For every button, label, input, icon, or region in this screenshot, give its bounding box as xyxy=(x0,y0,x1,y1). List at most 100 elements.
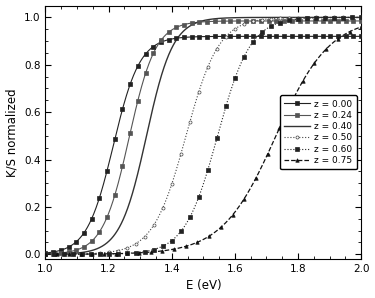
z = 0.00 xyxy=(82,231,86,235)
z = 0.60 xyxy=(142,250,147,253)
z = 0.24 xyxy=(297,19,302,23)
z = 0.24 xyxy=(359,19,363,23)
z = 0.75 xyxy=(336,37,340,41)
z = 0.50 xyxy=(61,252,66,256)
z = 0.75 xyxy=(160,249,165,253)
z = 0.00 xyxy=(274,35,279,38)
z = 0.60 xyxy=(206,168,210,172)
z = 0.40 xyxy=(43,252,48,256)
z = 0.50 xyxy=(142,235,147,238)
z = 0.24 xyxy=(336,19,340,23)
z = 0.60 xyxy=(79,252,84,256)
z = 0.50 xyxy=(214,47,219,50)
Line: z = 0.00: z = 0.00 xyxy=(44,35,363,254)
z = 0.24 xyxy=(197,20,202,24)
z = 0.00 xyxy=(236,35,240,38)
z = 0.00 xyxy=(243,35,248,38)
z = 0.24 xyxy=(251,19,256,23)
z = 0.00 xyxy=(259,35,263,38)
z = 0.00 xyxy=(43,251,48,255)
z = 0.00 xyxy=(359,35,363,38)
z = 0.75 xyxy=(242,197,246,201)
z = 0.60 xyxy=(269,24,273,28)
z = 0.75 xyxy=(324,47,328,51)
z = 0.00 xyxy=(151,45,156,48)
z = 0.24 xyxy=(112,193,117,197)
z = 0.60 xyxy=(188,215,192,219)
z = 0.24 xyxy=(189,21,194,25)
z = 0.75 xyxy=(113,252,118,255)
z = 0.50 xyxy=(152,224,156,227)
z = 0.75 xyxy=(67,252,71,256)
z = 0.24 xyxy=(267,19,271,23)
z = 0.00 xyxy=(105,169,110,173)
z = 0.24 xyxy=(313,19,317,23)
z = 0.60 xyxy=(260,30,264,34)
z = 0.00 xyxy=(174,36,178,40)
z = 0.75 xyxy=(289,102,293,105)
z = 0.00 xyxy=(344,35,348,38)
z = 0.50 xyxy=(106,250,111,254)
Line: z = 0.75: z = 0.75 xyxy=(44,25,363,256)
z = 0.00 xyxy=(159,41,163,44)
z = 0.60 xyxy=(106,252,111,256)
z = 0.60 xyxy=(359,16,363,19)
z = 0.60 xyxy=(232,77,237,80)
X-axis label: E (eV): E (eV) xyxy=(186,280,221,292)
z = 0.24 xyxy=(305,19,309,23)
z = 0.24 xyxy=(174,26,178,29)
z = 0.24 xyxy=(321,19,325,23)
z = 0.50 xyxy=(332,15,336,19)
z = 0.60 xyxy=(224,105,228,108)
z = 0.00 xyxy=(189,35,194,39)
z = 0.75 xyxy=(254,176,258,180)
z = 0.50 xyxy=(160,206,165,210)
z = 0.50 xyxy=(43,252,48,256)
z = 0.50 xyxy=(314,16,318,19)
Line: z = 0.50: z = 0.50 xyxy=(44,16,363,256)
z = 0.60 xyxy=(134,251,138,254)
z = 0.50 xyxy=(116,249,120,252)
z = 0.50 xyxy=(232,27,237,31)
z = 0.24 xyxy=(136,99,140,102)
z = 0.00 xyxy=(197,35,202,38)
z = 0.50 xyxy=(88,252,93,255)
z = 0.00 xyxy=(128,82,132,86)
z = 0.24 xyxy=(143,72,148,75)
z = 0.75 xyxy=(195,240,200,244)
z = 0.50 xyxy=(79,252,84,256)
Line: z = 0.24: z = 0.24 xyxy=(44,19,363,255)
z = 0.50 xyxy=(206,65,210,69)
z = 0.75 xyxy=(90,252,94,256)
z = 0.00 xyxy=(336,35,340,38)
z = 0.75 xyxy=(137,251,141,255)
z = 0.00 xyxy=(205,35,209,38)
z = 0.00 xyxy=(66,245,71,249)
z = 0.24 xyxy=(97,230,102,234)
z = 0.40 xyxy=(315,15,320,19)
z = 0.50 xyxy=(196,90,201,94)
z = 0.50 xyxy=(242,22,246,26)
z = 0.60 xyxy=(214,136,219,140)
z = 0.24 xyxy=(328,19,333,23)
z = 0.75 xyxy=(277,127,282,130)
z = 0.24 xyxy=(220,19,225,23)
z = 0.60 xyxy=(251,40,255,44)
z = 0.24 xyxy=(159,38,163,42)
z = 0.24 xyxy=(344,19,348,23)
z = 0.50 xyxy=(296,16,300,19)
Legend: z = 0.00, z = 0.24, z = 0.40, z = 0.50, z = 0.60, z = 0.75: z = 0.00, z = 0.24, z = 0.40, z = 0.50, … xyxy=(280,95,357,170)
z = 0.00 xyxy=(313,35,317,38)
Line: z = 0.40: z = 0.40 xyxy=(45,17,361,254)
z = 0.60 xyxy=(278,21,282,24)
z = 0.00 xyxy=(143,52,148,56)
z = 0.24 xyxy=(43,252,48,256)
z = 0.75 xyxy=(312,61,316,65)
z = 0.75 xyxy=(359,25,363,29)
z = 0.24 xyxy=(151,52,156,55)
z = 0.75 xyxy=(266,152,270,156)
z = 0.60 xyxy=(242,55,246,59)
z = 0.60 xyxy=(287,18,291,22)
z = 0.00 xyxy=(58,249,63,252)
z = 0.60 xyxy=(314,16,318,20)
